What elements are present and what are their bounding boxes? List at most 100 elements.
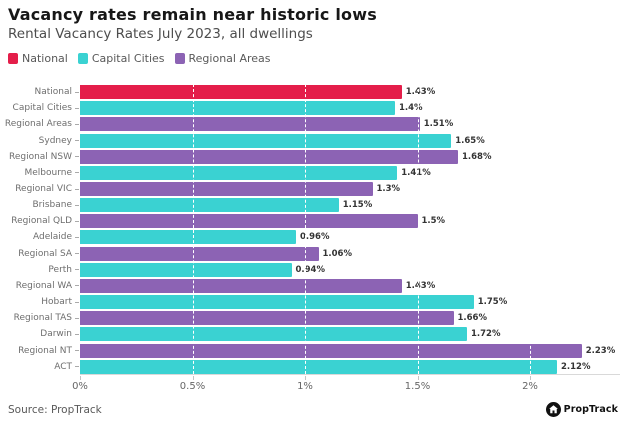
y-axis-label: Adelaide <box>0 229 80 245</box>
bar-row: 1.43% <box>80 278 620 294</box>
bar-national <box>80 85 402 100</box>
bar-value-label: 1.68% <box>462 151 492 162</box>
bar-value-label: 1.65% <box>455 135 485 146</box>
y-axis-label: Regional WA <box>0 278 80 294</box>
bar-value-label: 1.5% <box>421 216 446 227</box>
y-tick-mark <box>75 317 79 319</box>
bar-row: 1.43% <box>80 84 620 100</box>
bar-value-label: 1.43% <box>405 87 436 98</box>
bar-value-label: 1.43% <box>405 280 436 291</box>
legend-swatch-national-icon <box>8 53 18 64</box>
bar-value-label: 1.72% <box>471 329 501 340</box>
bar-value-label: 2.23% <box>585 345 616 356</box>
y-tick-mark <box>75 91 79 93</box>
chart-subtitle: Rental Vacancy Rates July 2023, all dwel… <box>8 26 313 42</box>
bar-regional-vic <box>80 182 373 197</box>
bar-value-label: 1.06% <box>322 248 353 259</box>
bar-value-label: 1.75% <box>477 297 508 308</box>
y-axis-label: Melbourne <box>0 165 80 181</box>
bar-row: 1.06% <box>80 246 620 262</box>
x-tick-mark <box>305 376 306 380</box>
y-axis-labels: National Capital Cities Regional Areas Sydn… <box>0 84 80 375</box>
y-tick-mark <box>75 188 79 190</box>
y-tick-mark <box>75 269 79 271</box>
bar-value-label: 1.41% <box>401 167 431 178</box>
y-axis-label: National <box>0 84 80 100</box>
bar-regional-nsw <box>80 149 458 164</box>
bar-regional-qld <box>80 214 418 229</box>
y-axis-label: Capital Cities <box>0 100 80 116</box>
bar-row: 1.75% <box>80 294 620 310</box>
y-tick-mark <box>75 156 79 158</box>
plot-area: 1.43% 1.4% 1.51% 1.65% 1.68% 1.41% 1.3% 1.15% 1.… <box>80 84 620 375</box>
chart-legend: National Capital Cities Regional Areas <box>8 52 271 65</box>
y-tick-mark <box>75 333 79 335</box>
bar-regional-nt <box>80 343 582 358</box>
bar-perth <box>80 262 292 277</box>
bar-sydney <box>80 133 452 148</box>
x-axis: 0% 0.5% 1% 1.5% 2% <box>72 375 620 395</box>
bar-row: 1.3% <box>80 181 620 197</box>
page-title: Vacancy rates remain near historic lows <box>8 5 377 24</box>
y-axis-label: Perth <box>0 262 80 278</box>
x-tick-mark <box>417 376 419 380</box>
y-tick-mark <box>75 220 79 222</box>
bar-melbourne <box>80 165 398 180</box>
y-axis-label: Regional QLD <box>0 213 80 229</box>
legend-label: Capital Cities <box>91 52 165 65</box>
bar-row: 1.4% <box>80 100 620 116</box>
bar-row: 1.68% <box>80 149 620 165</box>
y-axis-label: Brisbane <box>0 197 80 213</box>
bar-row: 0.96% <box>80 229 620 245</box>
x-tick-mark <box>530 376 531 380</box>
y-axis-label: Darwin <box>0 326 80 342</box>
y-axis-label: Regional Areas <box>0 116 80 132</box>
y-tick-mark <box>75 204 79 206</box>
proptrack-logo-text: PropTrack <box>563 404 618 415</box>
legend-item-regional-areas: Regional Areas <box>174 52 271 65</box>
source-attribution: Source: PropTrack <box>8 404 102 416</box>
x-tick-mark <box>80 376 81 380</box>
bar-row: 1.65% <box>80 132 620 148</box>
bar-regional-tas <box>80 311 454 326</box>
bar-row: 1.72% <box>80 326 620 342</box>
legend-item-national: National <box>8 52 68 65</box>
y-tick-mark <box>75 366 79 368</box>
y-axis-label: Regional NSW <box>0 149 80 165</box>
bar-darwin <box>80 327 467 342</box>
bar-value-label: 2.12% <box>561 361 591 372</box>
bar-brisbane <box>80 198 339 213</box>
bar-value-label: 1.3% <box>376 184 401 195</box>
bar-value-label: 1.66% <box>457 313 488 324</box>
y-axis-label: Regional VIC <box>0 181 80 197</box>
legend-swatch-regional-areas-icon <box>174 53 185 64</box>
legend-swatch-capital-cities-icon <box>77 53 88 64</box>
bar-adelaide <box>80 230 296 245</box>
legend-label: Regional Areas <box>188 52 271 65</box>
y-tick-mark <box>75 285 79 287</box>
x-axis-label: 1.5% <box>404 381 431 392</box>
y-axis-label: ACT <box>0 359 80 375</box>
bar-row: 1.5% <box>80 213 620 229</box>
bar-row: 1.66% <box>80 310 620 326</box>
proptrack-logo: PropTrack <box>545 402 618 417</box>
x-axis-label: 1% <box>297 381 313 392</box>
y-axis-label: Hobart <box>0 294 80 310</box>
bar-value-label: 0.94% <box>295 264 326 275</box>
y-tick-mark <box>75 172 79 174</box>
bar-row: 2.23% <box>80 343 620 359</box>
bar-act <box>80 359 557 374</box>
x-axis-label: 2% <box>522 381 538 392</box>
bar-value-label: 1.51% <box>423 119 454 130</box>
legend-item-capital-cities: Capital Cities <box>77 52 165 65</box>
y-axis-label: Regional TAS <box>0 310 80 326</box>
bar-regional-wa <box>80 278 402 293</box>
y-axis-label: Regional NT <box>0 343 80 359</box>
bar-value-label: 1.15% <box>342 200 373 211</box>
gridline <box>417 84 419 374</box>
gridline <box>530 84 531 374</box>
bar-row: 1.41% <box>80 165 620 181</box>
x-axis-label: 0.5% <box>179 381 206 392</box>
bar-value-label: 1.4% <box>399 103 423 114</box>
